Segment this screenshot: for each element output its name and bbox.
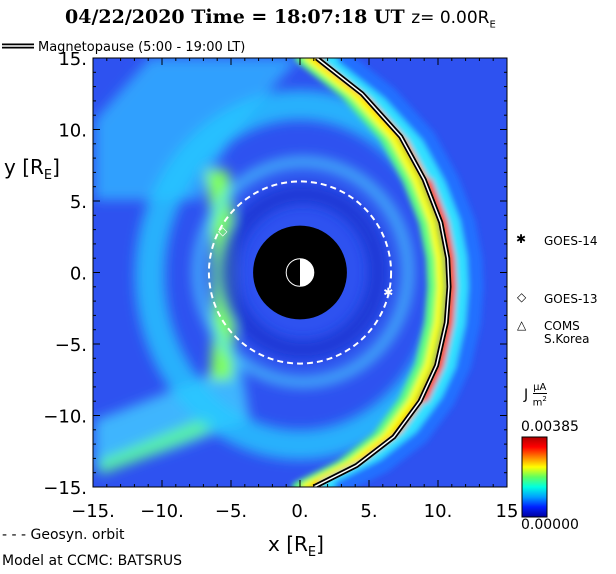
wake-region-upper — [95, 58, 300, 200]
colorbar-max-label: 0.00385 — [521, 419, 579, 435]
satellite-marker-0: ✱ — [383, 286, 393, 300]
inner-ring-outer — [193, 157, 413, 387]
x-tick-label: 5. — [360, 501, 377, 522]
sat-legend-goes14-symbol: ✱ — [516, 232, 527, 246]
chart-title: 04/22/2020 Time = 18:07:18 UT z= 0.00RE — [65, 6, 496, 31]
sat-legend-coms-symbol: △ — [517, 318, 527, 332]
y-tick-label: 5. — [70, 192, 87, 213]
sheath-band-1 — [301, 58, 445, 487]
x-tick-label: −15. — [71, 501, 115, 522]
earth-dayside — [300, 258, 314, 287]
y-tick-label: 0. — [70, 264, 87, 285]
x-tick-label: 0. — [291, 501, 308, 522]
colorbar-gradient — [521, 436, 548, 518]
x-tick-label: 10. — [424, 501, 453, 522]
geosync-orbit — [207, 180, 393, 365]
x-tick-label: 15 — [496, 501, 519, 522]
title-z-label: z= 0.00RE — [411, 8, 496, 31]
inner-ring-inner — [218, 184, 388, 360]
y-tick-label: 10. — [58, 121, 87, 142]
y-tick-label: −15. — [43, 478, 87, 499]
sat-legend-goes14-label: GOES-14 — [544, 234, 598, 248]
x-axis-label: x [RE] — [268, 532, 324, 560]
sat-legend-coms-label: COMS S.Korea — [544, 319, 590, 346]
sheath-band-4 — [334, 58, 484, 487]
sheath-peak — [421, 178, 457, 403]
colorbar-label: J μA m2 — [524, 382, 547, 409]
model-credit: Model at CCMC: BATSRUS — [2, 553, 182, 569]
wake-band-green — [100, 415, 215, 475]
y-tick-label: −10. — [43, 407, 87, 428]
x-tick-label: −10. — [140, 501, 184, 522]
colorbar — [521, 436, 548, 518]
satellite-marker-1: ◇ — [218, 224, 228, 238]
colorbar-min-label: 0.00000 — [521, 517, 579, 533]
wake-region-lower — [95, 360, 250, 470]
x-tick-label: −5. — [215, 501, 247, 522]
magnetopause-legend-label: Magnetopause (5:00 - 19:00 LT) — [38, 40, 246, 55]
sheath-band-0 — [292, 58, 438, 487]
y-tick-label: −5. — [55, 335, 87, 356]
y-axis-label: y [RE] — [4, 155, 60, 183]
sheath-band-3 — [319, 58, 469, 487]
sat-legend-goes13-label: GOES-13 — [544, 292, 598, 306]
y-tick-label: 15. — [58, 49, 87, 70]
magnetopause-line-inner — [313, 58, 450, 487]
sat-legend-goes13-symbol: ◇ — [517, 290, 527, 304]
geosync-legend-label: - - - Geosyn. orbit — [2, 527, 125, 543]
